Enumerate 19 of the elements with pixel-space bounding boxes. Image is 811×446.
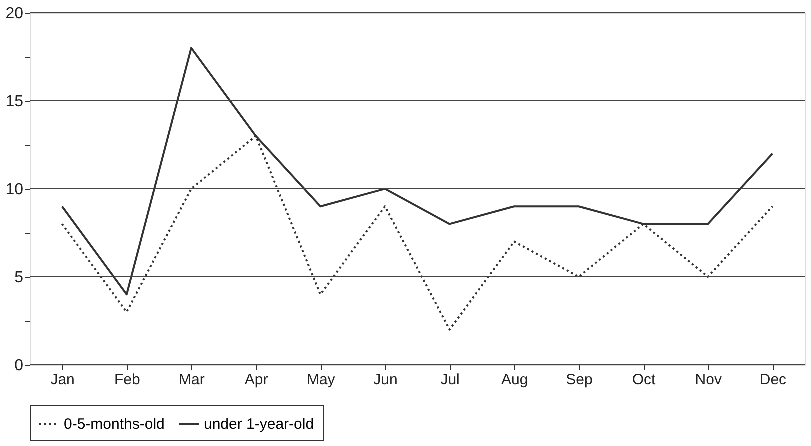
x-tick-label: Dec xyxy=(760,372,788,388)
y-tick-label: 5 xyxy=(14,270,24,286)
x-tick-label: Aug xyxy=(502,372,528,388)
legend-label: under 1-year-old xyxy=(204,416,314,433)
y-tick-label: 0 xyxy=(14,358,24,374)
x-tick-label: Apr xyxy=(244,372,268,388)
x-tick-label: Jul xyxy=(440,372,460,388)
y-tick-label: 20 xyxy=(6,6,24,22)
x-tick-label: Nov xyxy=(695,372,722,388)
x-tick-label: May xyxy=(306,372,336,388)
x-tick-label: Oct xyxy=(632,372,657,388)
x-tick-label: Sep xyxy=(566,372,593,388)
x-tick-label: Mar xyxy=(179,372,205,388)
y-tick-label: 15 xyxy=(6,94,24,110)
x-tick-label: Jan xyxy=(50,372,75,388)
legend-label: 0-5-months-old xyxy=(64,416,165,433)
y-tick-label: 10 xyxy=(6,182,24,198)
x-tick-label: Feb xyxy=(114,372,140,388)
x-tick-label: Jun xyxy=(374,372,398,388)
